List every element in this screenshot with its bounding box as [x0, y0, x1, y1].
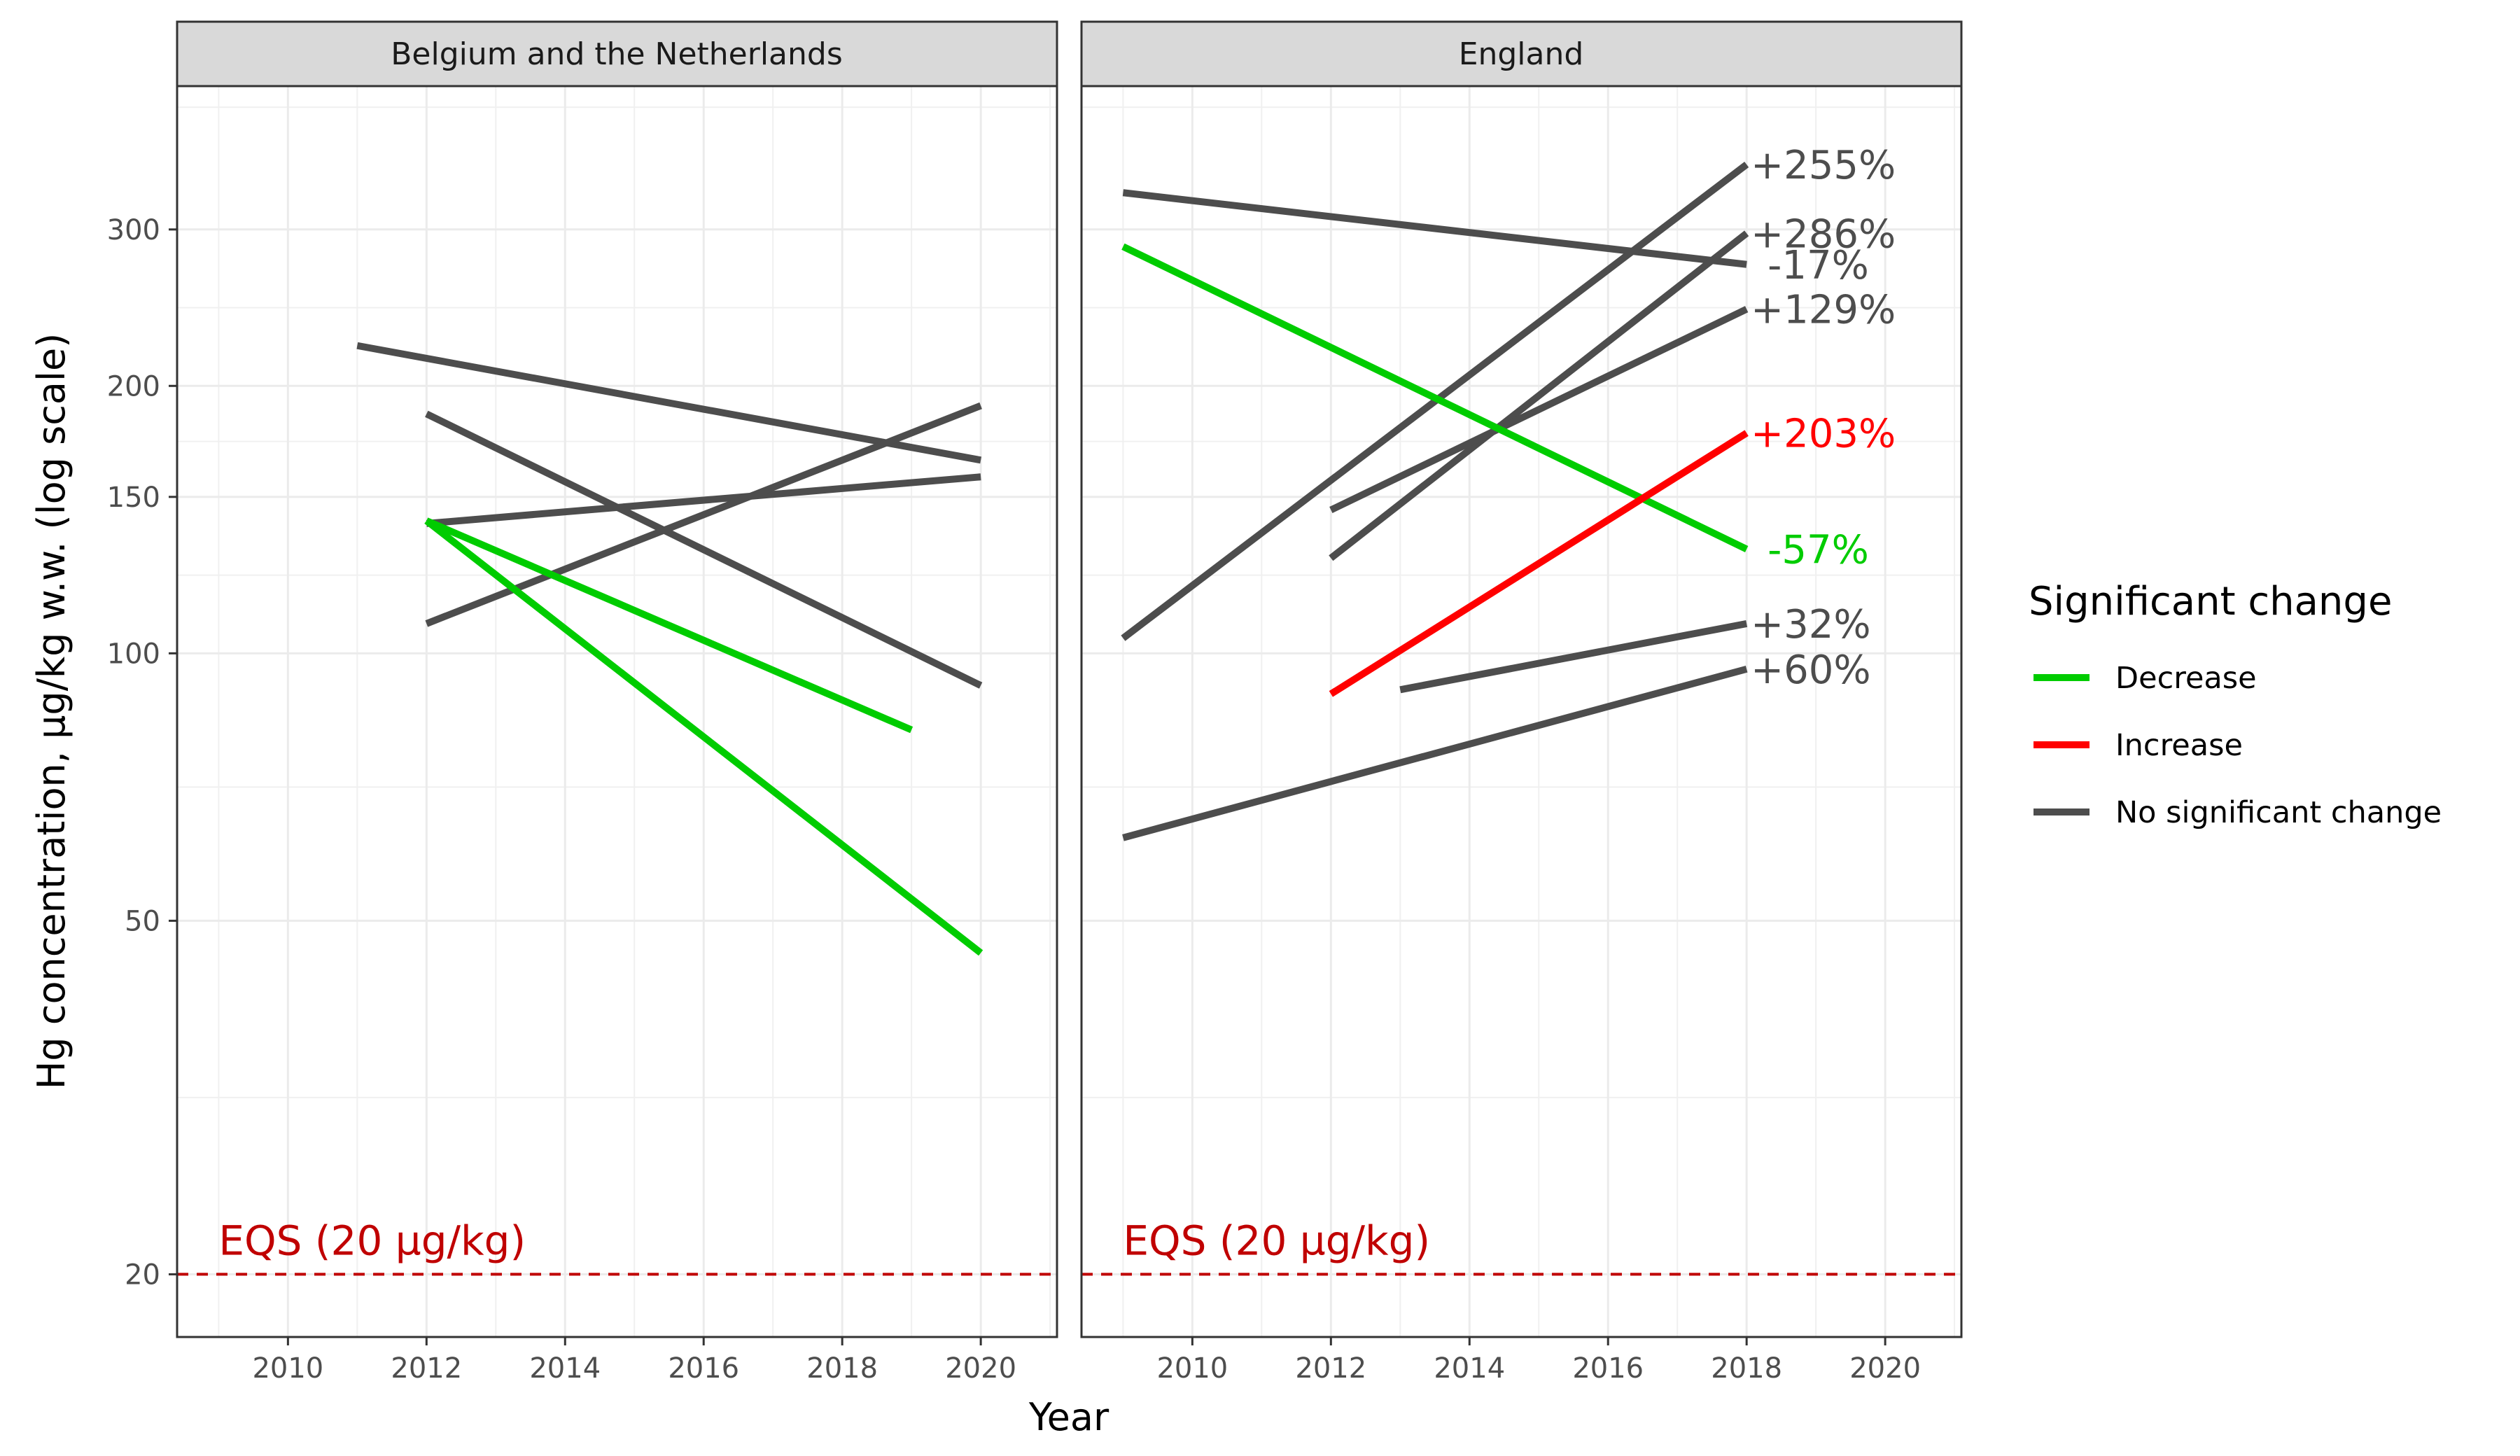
series-line	[1399, 620, 1748, 694]
series-line	[425, 402, 982, 627]
x-tick-label: 2012	[1295, 1352, 1366, 1385]
x-tick-label: 2016	[668, 1352, 739, 1385]
series-line	[1122, 189, 1747, 268]
x-tick-label: 2016	[1572, 1352, 1644, 1385]
series-end-label: -17%	[1768, 243, 1869, 288]
series-end-label: +255%	[1751, 143, 1896, 188]
legend-item: No significant change	[2033, 795, 2442, 830]
x-axis-title: Year	[1028, 1395, 1110, 1439]
panel-england: England EQS (20 µg/kg) -17% +255% +286% +12…	[1080, 20, 1963, 1385]
panel-series	[356, 342, 983, 956]
y-tick-label: 150	[107, 482, 160, 514]
panel-series: -17% +255% +286% +129% +32%+60% -57% +203%	[1121, 143, 1896, 841]
y-tick-label: 20	[125, 1259, 160, 1291]
y-tick-label: 100	[107, 638, 160, 670]
panel-strip	[176, 20, 1058, 88]
legend-title: Significant change	[2029, 579, 2392, 624]
y-tick-label: 200	[107, 370, 160, 402]
legend-label: Decrease	[2115, 661, 2257, 696]
x-tick-label: 2010	[1156, 1352, 1228, 1385]
panel-x-ticks: 2010 2012 2014 2016 2018 2020	[1156, 1337, 1921, 1385]
x-tick-label: 2012	[391, 1352, 462, 1385]
panel-border	[1080, 85, 1963, 1338]
series-line	[1329, 430, 1749, 697]
panel-eqs: EQS (20 µg/kg)	[177, 1217, 1057, 1276]
y-axis: 20 50 100 150 200 300	[107, 214, 177, 1291]
series-end-label: +286%	[1751, 211, 1896, 257]
panel-strip	[1080, 20, 1963, 88]
series-end-label: +32%	[1751, 602, 1870, 648]
x-tick-label: 2014	[1434, 1352, 1505, 1385]
series-end-label: +203%	[1751, 412, 1896, 457]
panel-title: Belgium and the Netherlands	[391, 36, 843, 72]
y-axis-title: Hg concentration, µg/kg w.w. (log scale)	[29, 333, 74, 1090]
series-line	[424, 518, 983, 956]
series-line	[425, 410, 983, 689]
legend-label: No significant change	[2115, 795, 2442, 830]
series-line	[426, 473, 981, 527]
legend-item: Decrease	[2033, 661, 2257, 696]
panel-plot-area	[177, 86, 1057, 1337]
legend-items: Decrease Increase No significant change	[2033, 661, 2442, 830]
eqs-threshold-label: EQS (20 µg/kg)	[218, 1217, 526, 1264]
x-tick-label: 2018	[1711, 1352, 1782, 1385]
panel-eqs: EQS (20 µg/kg)	[1082, 1217, 1961, 1276]
series-line	[425, 517, 913, 734]
y-tick-label: 50	[125, 905, 160, 937]
series-end-label: +129%	[1751, 288, 1896, 333]
legend-item: Increase	[2033, 728, 2243, 763]
x-tick-label: 2018	[806, 1352, 878, 1385]
x-tick-label: 2014	[529, 1352, 601, 1385]
x-tick-label: 2010	[252, 1352, 323, 1385]
eqs-threshold-label: EQS (20 µg/kg)	[1123, 1217, 1430, 1264]
x-tick-label: 2020	[1849, 1352, 1921, 1385]
series-end-label: -57%	[1768, 527, 1869, 573]
x-tick-label: 2020	[945, 1352, 1016, 1385]
panel-border	[176, 85, 1058, 1338]
panel-x-ticks: 2010 2012 2014 2016 2018 2020	[252, 1337, 1016, 1385]
panel-title: England	[1459, 36, 1584, 72]
series-line	[1329, 230, 1749, 561]
y-tick-label: 300	[107, 214, 160, 246]
series-line	[356, 342, 982, 464]
panel-belgium-netherlands: Belgium and the Netherlands EQS (20 µg/k…	[176, 20, 1058, 1385]
series-line	[1122, 666, 1748, 841]
series-line	[1329, 306, 1749, 514]
panel-grid	[177, 86, 1057, 1337]
legend: Significant change Decrease Increase No si…	[2029, 579, 2442, 830]
legend-label: Increase	[2115, 728, 2243, 763]
series-end-label: +60%	[1751, 648, 1870, 693]
